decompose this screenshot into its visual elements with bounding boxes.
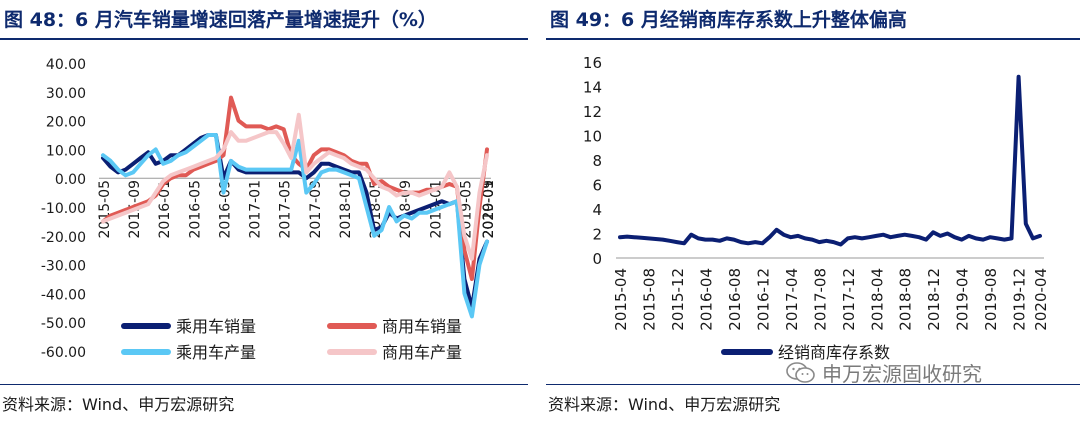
source-divider <box>546 384 1080 385</box>
right-chart-panel: 图 49：6 月经销商库存系数上升整体偏高 16 14 12 10 8 6 4 2 0 2015-… <box>546 0 1080 422</box>
chart-title: 图 49：6 月经销商库存系数上升整体偏高 <box>550 8 907 31</box>
x-tick-label: 2019-12 <box>1011 268 1029 331</box>
x-tick-label: 2016-04 <box>697 268 715 331</box>
y-tick-label: -40.00 <box>41 287 86 303</box>
x-tick-label: 2019-09 <box>481 180 497 239</box>
x-tick-label: 2016-12 <box>754 268 772 331</box>
title-divider <box>546 38 1080 40</box>
series-line <box>101 133 489 310</box>
y-tick-label: 16 <box>583 54 602 72</box>
chart-title: 图 48：6 月汽车销量增速回落产量增速提升（%） <box>4 8 437 31</box>
x-tick-label: 2019-08 <box>982 268 1000 331</box>
wechat-icon <box>786 361 815 383</box>
y-tick-label: -30.00 <box>41 259 86 275</box>
x-tick-label: 2015-08 <box>640 268 658 331</box>
legend-label: 商用车产量 <box>382 343 462 362</box>
y-tick-label: -20.00 <box>41 230 86 246</box>
y-tick-label: 0.00 <box>55 172 86 188</box>
y-tick-label: 40.00 <box>46 57 86 73</box>
legend-label: 经销商库存系数 <box>778 343 890 362</box>
x-tick-label: 2017-01 <box>248 180 264 239</box>
y-tick-label: 8 <box>592 152 602 170</box>
y-tick-label: -10.00 <box>41 201 86 217</box>
x-tick-label: 2018-12 <box>925 268 943 331</box>
left-chart-panel: 图 48：6 月汽车销量增速回落产量增速提升（%） 40.00 30.00 20.0… <box>0 0 528 422</box>
x-tick-label: 2018-01 <box>338 180 354 239</box>
x-tick-label: 2017-08 <box>811 268 829 331</box>
x-tick-label: 2017-09 <box>308 180 324 239</box>
y-tick-label: -50.00 <box>41 316 86 332</box>
y-tick-label: 20.00 <box>46 115 86 131</box>
series-line <box>101 112 489 261</box>
x-tick-label: 2017-04 <box>783 268 801 331</box>
watermark-text: 申万宏源固收研究 <box>822 362 982 386</box>
y-tick-label: 12 <box>583 103 602 121</box>
x-tick-label: 2020-01 <box>481 180 497 239</box>
x-tick-label: 2017-12 <box>840 268 858 331</box>
legend-label: 商用车销量 <box>382 317 462 336</box>
x-tick-label: 2020-05 <box>481 180 497 239</box>
x-tick-label: 2016-08 <box>726 268 744 331</box>
source-note: 资料来源：Wind、申万宏源研究 <box>548 395 781 414</box>
y-tick-label: 0 <box>592 250 602 268</box>
x-tick-label: 2016-05 <box>187 180 203 239</box>
source-note: 资料来源：Wind、申万宏源研究 <box>2 395 235 414</box>
x-tick-label: 2016-09 <box>217 180 233 239</box>
y-tick-label: 4 <box>592 201 602 219</box>
x-tick-label: 2016-01 <box>157 180 173 239</box>
series-line <box>101 133 489 319</box>
series-line <box>618 74 1042 247</box>
x-tick-label: 2018-09 <box>398 180 414 239</box>
title-divider <box>0 38 528 40</box>
x-tick-label: 2018-04 <box>868 268 886 331</box>
dealer-inventory-chart: 16 14 12 10 8 6 4 2 0 2015-04 2015-08 2015-12 2016-0… <box>583 54 1050 362</box>
x-tick-label: 2015-12 <box>669 268 687 331</box>
x-tick-label: 2020-04 <box>1032 268 1050 331</box>
y-tick-label: 2 <box>592 226 602 244</box>
y-tick-label: -60.00 <box>41 345 86 361</box>
y-tick-label: 14 <box>583 79 602 97</box>
y-tick-label: 10.00 <box>46 143 86 159</box>
source-divider <box>0 384 528 385</box>
y-tick-label: 30.00 <box>46 86 86 102</box>
legend-label: 乘用车销量 <box>176 317 256 336</box>
sales-production-growth-chart: 40.00 30.00 20.00 10.00 0.00 -10.00 -20.00 -30.… <box>41 57 497 362</box>
legend-label: 乘用车产量 <box>176 343 256 362</box>
x-tick-label: 2018-08 <box>897 268 915 331</box>
x-tick-label: 2015-05 <box>97 180 113 239</box>
x-tick-label: 2019-04 <box>954 268 972 331</box>
x-tick-label: 2017-05 <box>278 180 294 239</box>
y-tick-label: 6 <box>592 177 602 195</box>
x-tick-label: 2015-04 <box>612 268 630 331</box>
watermark: 申万宏源固收研究 <box>786 358 982 387</box>
y-tick-label: 10 <box>583 128 602 146</box>
